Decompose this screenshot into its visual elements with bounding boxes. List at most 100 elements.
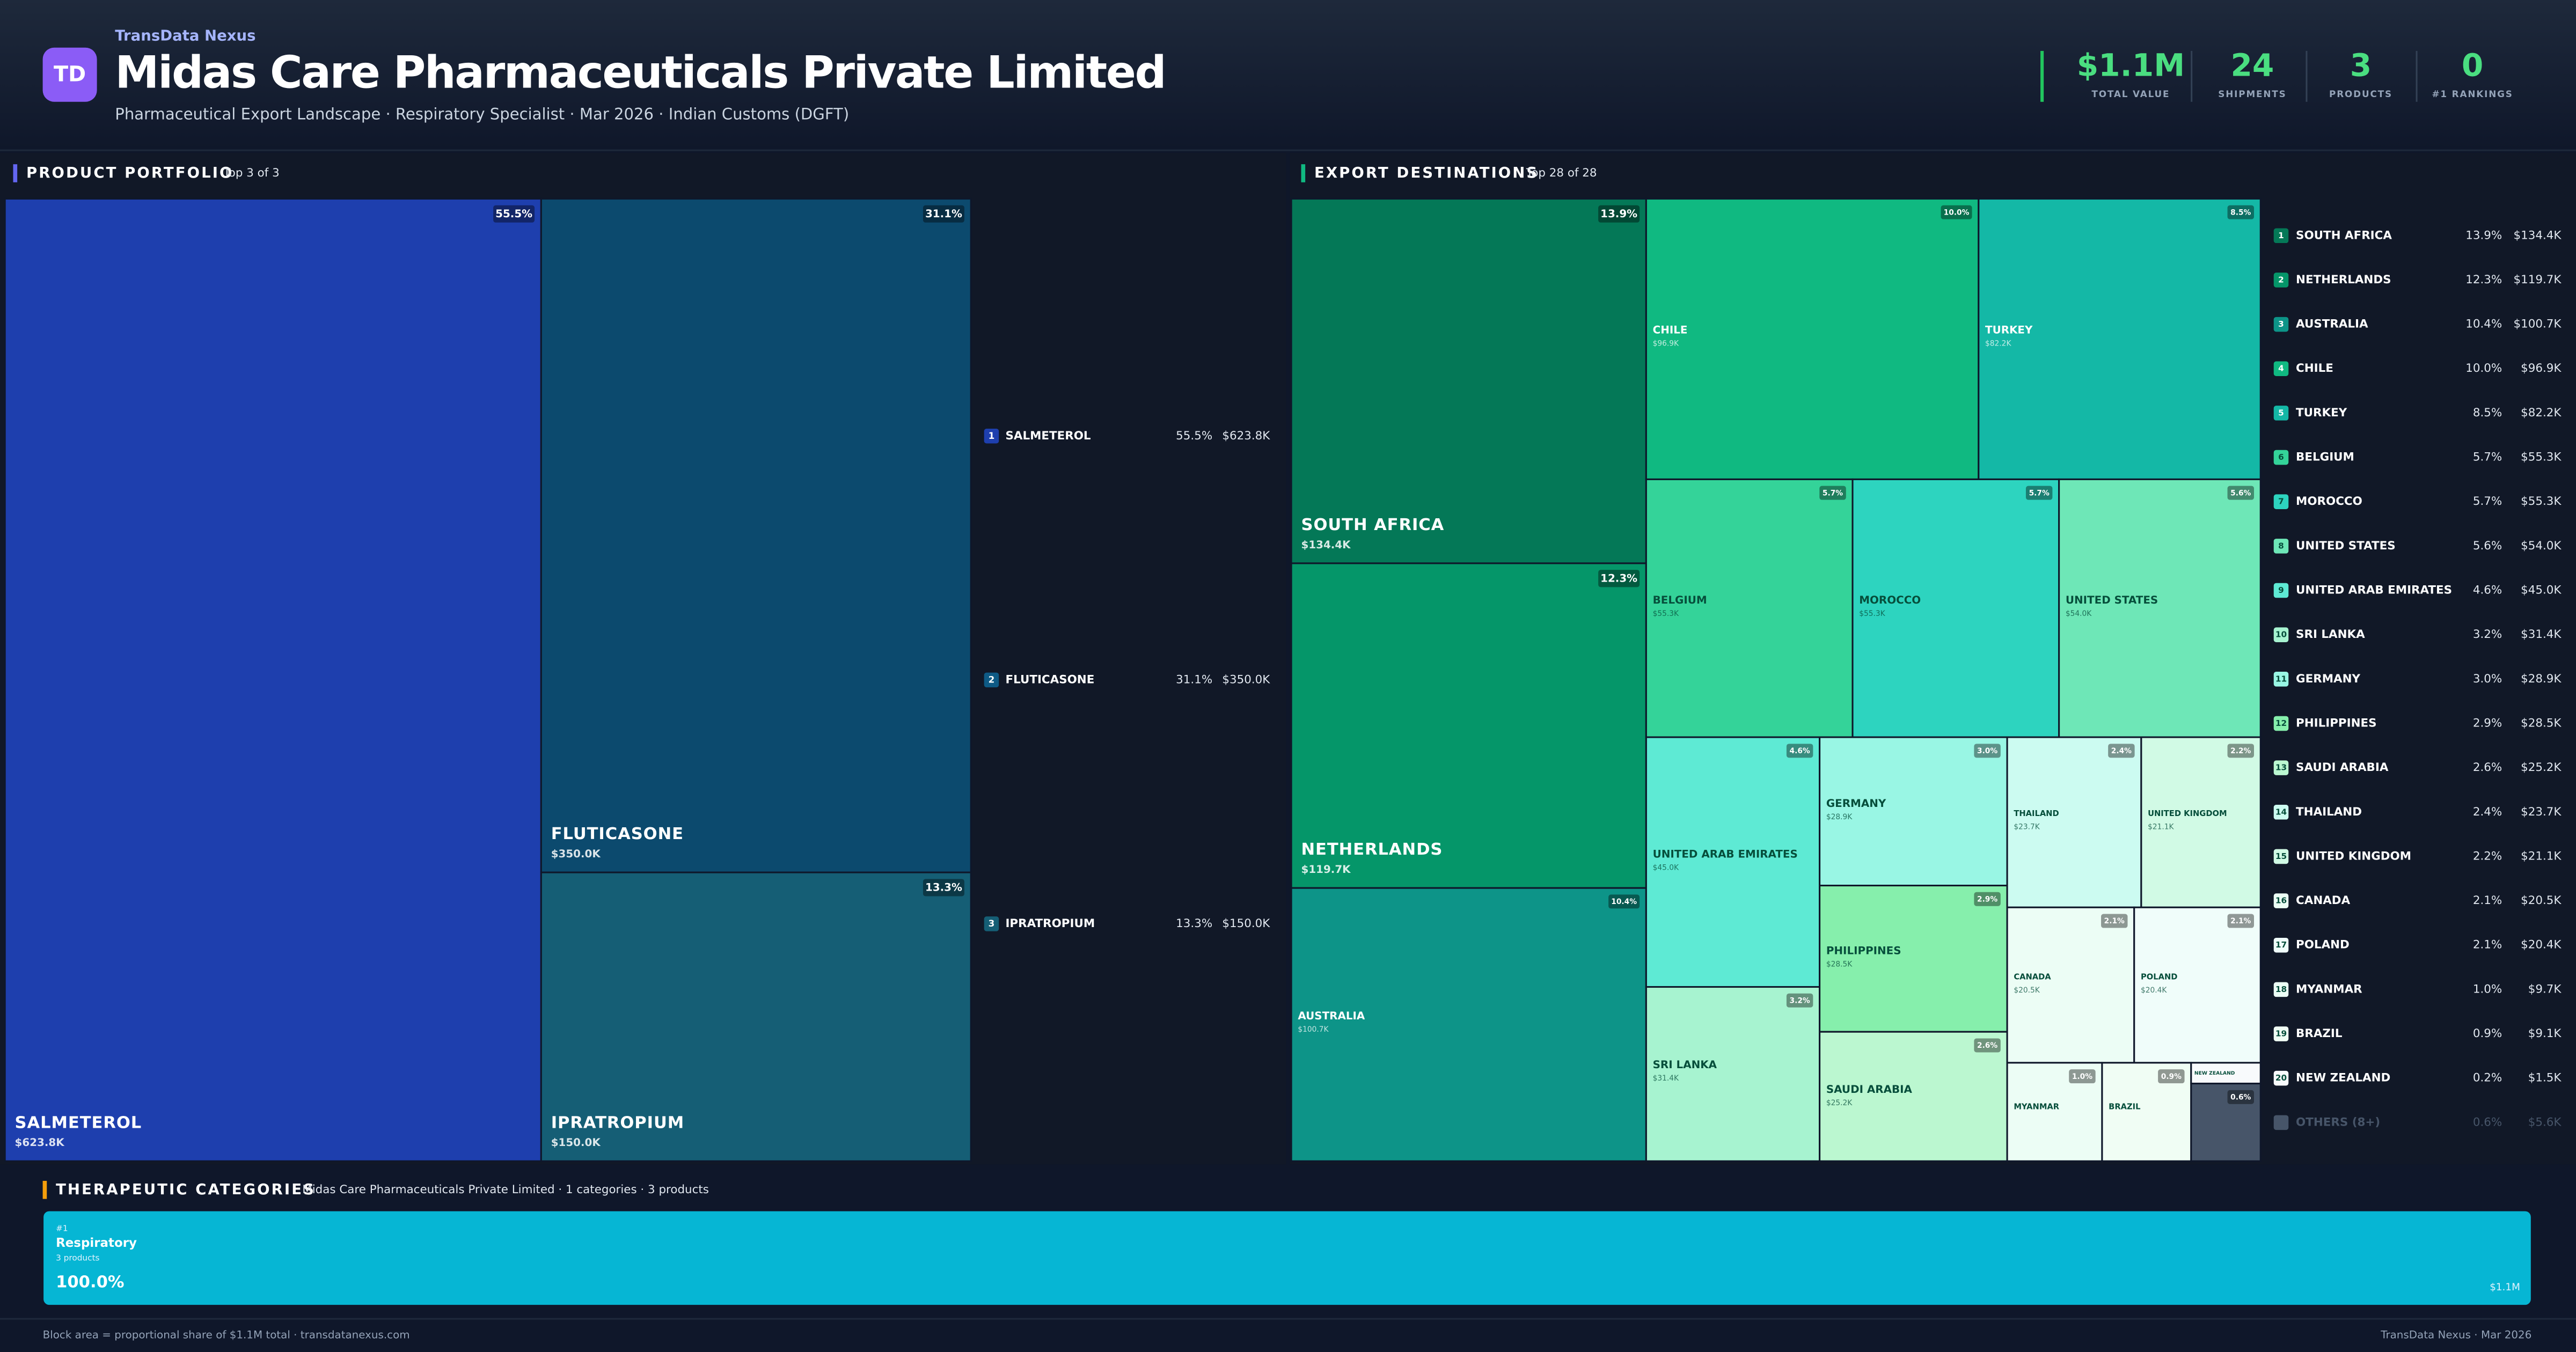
rank: 8: [2278, 541, 2284, 550]
rank-badge: [2273, 1115, 2289, 1130]
rank: 20: [2275, 1073, 2287, 1083]
tile-value: $21.1K: [2148, 822, 2174, 831]
rank-badge: [2273, 760, 2289, 775]
section-accent: [13, 164, 18, 182]
kpi-label: SHIPMENTS: [2218, 89, 2286, 99]
list-share: 0.9%: [2473, 1027, 2502, 1040]
tile-share: 2.6%: [1977, 1041, 1997, 1050]
tile-value: $623.8K: [15, 1136, 65, 1149]
tile-name: FLUTICASONE: [551, 825, 684, 843]
rank-badge: [2273, 450, 2289, 465]
rank-badge: [2273, 627, 2289, 642]
tile: [2058, 478, 2262, 738]
list-value: $134.4K: [2513, 229, 2562, 242]
tile-name: TURKEY: [1985, 324, 2033, 336]
share-badge: [1974, 1038, 2001, 1053]
rank-badge: [2273, 228, 2289, 244]
share-badge: [1608, 894, 1640, 909]
tile-name: UNITED STATES: [2066, 594, 2158, 606]
tile-share: 5.6%: [2230, 489, 2251, 497]
list-name: BELGIUM: [2296, 451, 2354, 464]
share-badge: [1786, 744, 1813, 758]
tile-name: BRAZIL: [2109, 1102, 2140, 1111]
list-value: $82.2K: [2521, 406, 2562, 420]
share-badge: [2108, 744, 2135, 758]
tile-value: $350.0K: [551, 848, 601, 860]
section-accent: [42, 1181, 47, 1199]
rank-badge: [2273, 716, 2289, 731]
tile-share: 13.3%: [925, 881, 962, 894]
list-name: SALMETEROL: [1005, 429, 1091, 443]
rank: 1: [2278, 231, 2284, 240]
share-badge: [1974, 744, 2001, 758]
rank: 12: [2275, 718, 2287, 728]
list-share: 0.6%: [2473, 1115, 2502, 1129]
rank: 11: [2275, 674, 2287, 684]
kpi-label: TOTAL VALUE: [2091, 89, 2170, 99]
tile-value: $45.0K: [1653, 863, 1679, 872]
share-badge: [2227, 486, 2254, 500]
kpi-label: #1 RANKINGS: [2432, 89, 2513, 99]
rank: 7: [2278, 497, 2284, 506]
rank-badge: [2273, 805, 2289, 820]
tile-value: $55.3K: [1653, 609, 1679, 618]
logo: [42, 47, 97, 102]
rank-badge: [2273, 1026, 2289, 1041]
rank-badge: [2273, 539, 2289, 554]
list-value: $100.7K: [2513, 318, 2562, 331]
tile: [4, 197, 542, 1162]
tile-name: SALMETEROL: [15, 1113, 142, 1132]
rank: 17: [2275, 940, 2287, 950]
list-name: MOROCCO: [2296, 495, 2362, 508]
share-badge: [1941, 205, 1972, 219]
tile-share: 0.6%: [2230, 1093, 2251, 1102]
list-value: $55.3K: [2521, 495, 2562, 508]
list-value: $23.7K: [2521, 805, 2562, 819]
tile-name: NETHERLANDS: [1301, 840, 1443, 859]
list-name: THAILAND: [2296, 805, 2362, 819]
tile: [2101, 1062, 2192, 1162]
tile: [1645, 478, 1854, 738]
subtitle: Pharmaceutical Export Landscape · Respir…: [115, 105, 849, 123]
list-value: $20.5K: [2521, 894, 2562, 907]
tile: [1290, 562, 1647, 889]
list-name: FLUTICASONE: [1005, 673, 1094, 686]
list-share: 3.2%: [2473, 628, 2502, 641]
list-name: AUSTRALIA: [2296, 318, 2368, 331]
tile: [2006, 906, 2135, 1064]
tile-name: POLAND: [2141, 973, 2177, 982]
section-title: EXPORT DESTINATIONS: [1314, 164, 1539, 181]
list-name: NEW ZEALAND: [2296, 1071, 2390, 1085]
list-share: 10.4%: [2465, 318, 2502, 331]
category-rank: #1: [56, 1223, 68, 1233]
footer-right: TransData Nexus · Mar 2026: [2380, 1328, 2531, 1341]
tile-share: 2.4%: [2111, 747, 2132, 755]
share-badge: [1819, 486, 1846, 500]
list-value: $55.3K: [2521, 451, 2562, 464]
list-value: $28.5K: [2521, 716, 2562, 730]
category-name: Respiratory: [56, 1236, 137, 1250]
section-title: THERAPEUTIC CATEGORIES: [56, 1181, 316, 1198]
rank-badge: [2273, 1070, 2289, 1086]
list-value: $9.1K: [2528, 1027, 2562, 1040]
tile: [2190, 1083, 2262, 1162]
kpi-value: 0: [2462, 47, 2483, 84]
section-subtitle: Top 3 of 3: [223, 166, 279, 180]
rank: 3: [2278, 319, 2284, 329]
share-badge: [2227, 1090, 2254, 1104]
rank: 3: [989, 918, 995, 929]
tile-share: 2.2%: [2230, 747, 2251, 755]
list-share: 2.6%: [2473, 761, 2502, 774]
rank-badge: [2273, 583, 2289, 598]
tile-name: THAILAND: [2014, 809, 2059, 818]
tile: [1819, 736, 2008, 887]
tile-name: SRI LANKA: [1653, 1059, 1717, 1071]
tile: [2006, 736, 2142, 908]
tile-value: $25.2K: [1826, 1099, 1853, 1107]
list-share: 12.3%: [2465, 273, 2502, 286]
tile-name: IPRATROPIUM: [551, 1113, 684, 1132]
tile-name: CHILE: [1653, 324, 1688, 336]
list-share: 13.9%: [2465, 229, 2502, 242]
